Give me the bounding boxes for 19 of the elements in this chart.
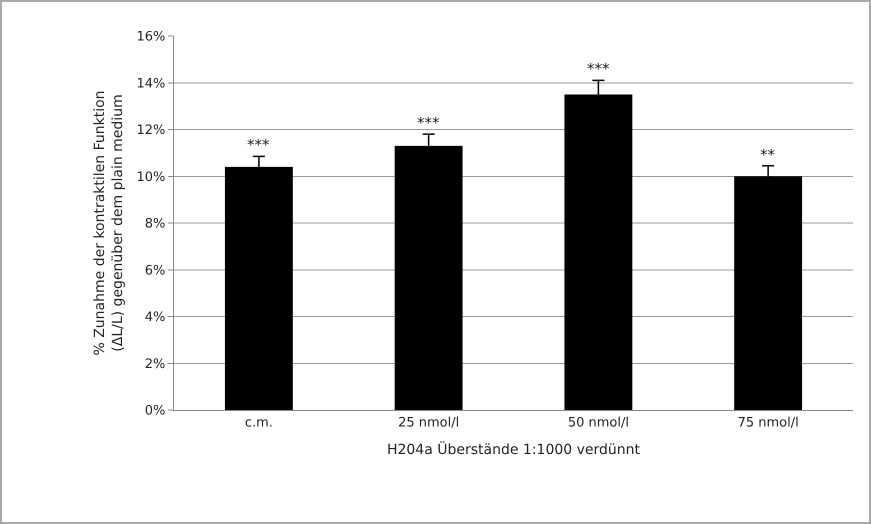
x-tick-label: 50 nmol/l [568,416,629,431]
annotation: *** [417,114,440,132]
x-axis-title: H204a Überstände 1:1000 verdünnt [386,440,641,458]
y-tick-label: 4% [144,310,166,326]
y-tick-label: 2% [144,356,166,372]
y-tick-label: 8% [144,216,166,232]
x-tick-label: c.m. [244,416,273,431]
y-tick-label: 10% [136,170,166,185]
y-axis-title: % Zunahme der kontraktilen Funktion (ΔL/L) gegenüber dem plain medium [92,90,126,356]
annotation: *** [587,60,610,78]
x-tick-label: 75 nmol/l [738,416,799,431]
y-tick-label: 6% [144,263,166,278]
y-tick-label: 0% [144,404,166,419]
annotation: ** [760,146,776,164]
annotation: *** [247,136,270,154]
x-tick-label: 25 nmol/l [398,416,460,431]
y-tick-label: 16% [136,30,166,45]
y-tick-label: 12% [136,123,166,138]
y-tick-label: 14% [136,76,166,92]
